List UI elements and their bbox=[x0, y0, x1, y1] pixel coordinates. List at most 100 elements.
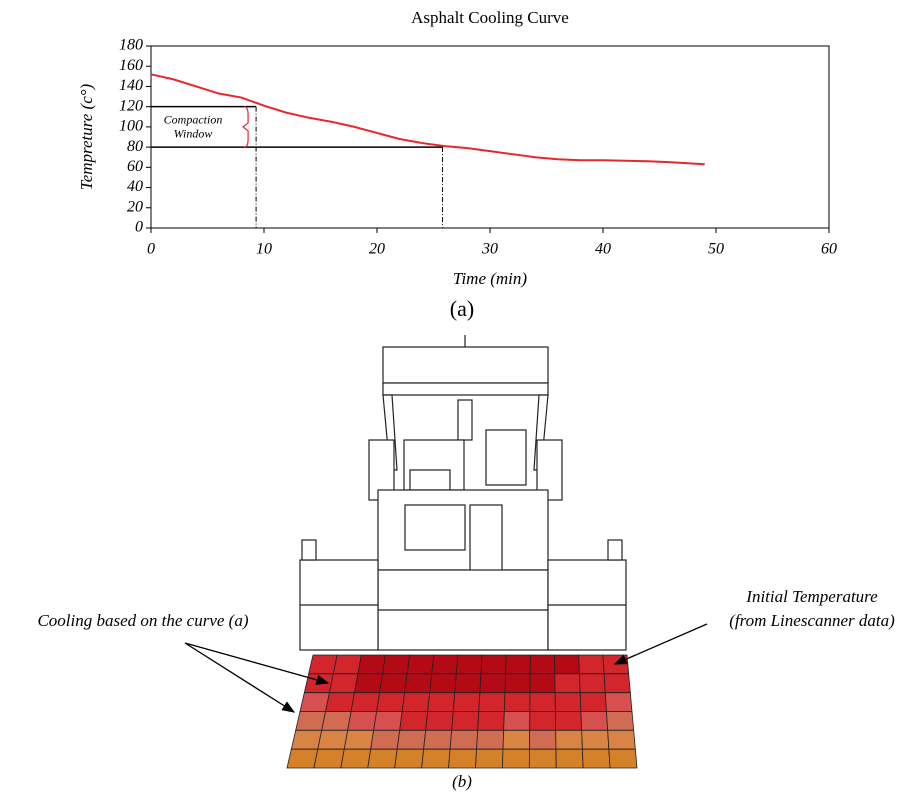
grid-cell bbox=[554, 692, 582, 712]
grid-cell bbox=[394, 748, 425, 769]
grid-cell bbox=[455, 654, 483, 675]
grid-cell bbox=[379, 673, 408, 694]
grid-cell bbox=[608, 748, 638, 769]
grid-cell bbox=[581, 748, 611, 769]
grid-cell bbox=[479, 673, 507, 694]
grid-cell bbox=[429, 673, 457, 694]
grid-cell bbox=[404, 673, 433, 694]
grid-cell bbox=[554, 673, 581, 694]
grid-cell bbox=[603, 673, 631, 694]
grid-cell bbox=[555, 748, 584, 769]
grid-cell bbox=[554, 654, 580, 675]
grid-cell bbox=[425, 711, 454, 731]
grid-cell bbox=[579, 673, 606, 694]
x-tick-label: 60 bbox=[821, 241, 837, 258]
grid-cell bbox=[308, 654, 338, 675]
y-tick-label: 160 bbox=[119, 57, 143, 74]
grid-cell bbox=[396, 729, 427, 750]
grid-cell bbox=[503, 692, 531, 712]
paver-illustration bbox=[299, 335, 627, 651]
grid-cell bbox=[606, 711, 635, 731]
y-tick-label: 100 bbox=[119, 118, 143, 135]
y-tick-label: 20 bbox=[127, 198, 143, 215]
grid-cell bbox=[370, 729, 401, 750]
grid-cell bbox=[452, 692, 481, 712]
grid-cell bbox=[503, 711, 531, 731]
grid-cell bbox=[303, 673, 334, 694]
grid-cell bbox=[427, 692, 456, 712]
grid-cell bbox=[376, 692, 406, 712]
grid-cell bbox=[423, 729, 453, 750]
grid-cell bbox=[357, 654, 386, 675]
grid-cell bbox=[367, 748, 398, 769]
grid-cell bbox=[502, 729, 531, 750]
grid-cell bbox=[343, 729, 375, 750]
arrow bbox=[613, 623, 708, 665]
annotation: Initial Temperature bbox=[745, 587, 878, 606]
y-tick-label: 140 bbox=[119, 77, 143, 94]
line-series bbox=[150, 73, 705, 166]
grid-cell bbox=[448, 748, 477, 769]
grid-cell bbox=[528, 748, 557, 769]
chart-title: Asphalt Cooling Curve bbox=[411, 8, 569, 27]
plot-frame bbox=[150, 45, 830, 229]
annotation: (from Linescanner data) bbox=[729, 611, 895, 630]
grid-cell bbox=[480, 654, 507, 675]
grid-cell bbox=[313, 748, 345, 769]
grid-cell bbox=[449, 729, 479, 750]
temperature-grid bbox=[286, 654, 638, 769]
grid-cell bbox=[340, 748, 372, 769]
grid-cell bbox=[478, 692, 506, 712]
grid-cell bbox=[529, 692, 556, 712]
arrow bbox=[184, 642, 296, 713]
grid-cell bbox=[578, 654, 605, 675]
grid-cell bbox=[602, 654, 630, 675]
grid-cell bbox=[299, 692, 330, 712]
grid-cell bbox=[325, 692, 355, 712]
y-tick-label: 60 bbox=[127, 158, 143, 175]
grid-cell bbox=[529, 711, 557, 731]
grid-cell bbox=[580, 711, 609, 731]
grid-cell bbox=[286, 748, 319, 769]
panel-label: (b) bbox=[452, 772, 472, 791]
grid-cell bbox=[290, 729, 323, 750]
grid-cell bbox=[451, 711, 480, 731]
grid-cell bbox=[555, 729, 583, 750]
grid-cell bbox=[332, 654, 362, 675]
grid-cell bbox=[604, 692, 633, 712]
grid-cell bbox=[454, 673, 482, 694]
x-tick-label: 40 bbox=[595, 241, 611, 258]
grid-cell bbox=[476, 729, 505, 750]
x-tick-label: 0 bbox=[147, 241, 155, 258]
y-axis-label: Tempreture (c°) bbox=[77, 83, 96, 190]
grid-cell bbox=[354, 673, 383, 694]
grid-cell bbox=[431, 654, 459, 675]
y-tick-label: 120 bbox=[119, 97, 143, 114]
y-tick-label: 0 bbox=[135, 219, 143, 236]
grid-cell bbox=[477, 711, 505, 731]
y-tick-label: 40 bbox=[127, 178, 143, 195]
grid-cell bbox=[607, 729, 636, 750]
brace bbox=[242, 106, 249, 148]
x-tick-label: 10 bbox=[256, 241, 272, 258]
plot: 0 20 40 60 80 100 120 140 160 180 0 10 20 30 40 50 60 Com… bbox=[119, 37, 837, 258]
annotation: Compaction bbox=[164, 112, 223, 126]
grid-cell bbox=[501, 748, 530, 769]
grid-cell bbox=[350, 692, 381, 712]
panel-label: (a) bbox=[450, 296, 474, 321]
grid-cell bbox=[579, 692, 607, 712]
x-tick-label: 20 bbox=[369, 241, 385, 258]
grid-cell bbox=[505, 654, 531, 675]
grid-cell bbox=[399, 711, 429, 731]
grid-cell bbox=[554, 711, 583, 731]
grid-cell bbox=[317, 729, 349, 750]
grid-cell bbox=[373, 711, 403, 731]
grid-cell bbox=[421, 748, 451, 769]
grid-cell bbox=[529, 673, 556, 694]
grid-cell bbox=[475, 748, 504, 769]
grid-cell bbox=[321, 711, 352, 731]
x-axis-label: Time (min) bbox=[453, 269, 527, 288]
x-tick-label: 30 bbox=[481, 241, 498, 258]
y-tick-label: 80 bbox=[127, 138, 143, 155]
